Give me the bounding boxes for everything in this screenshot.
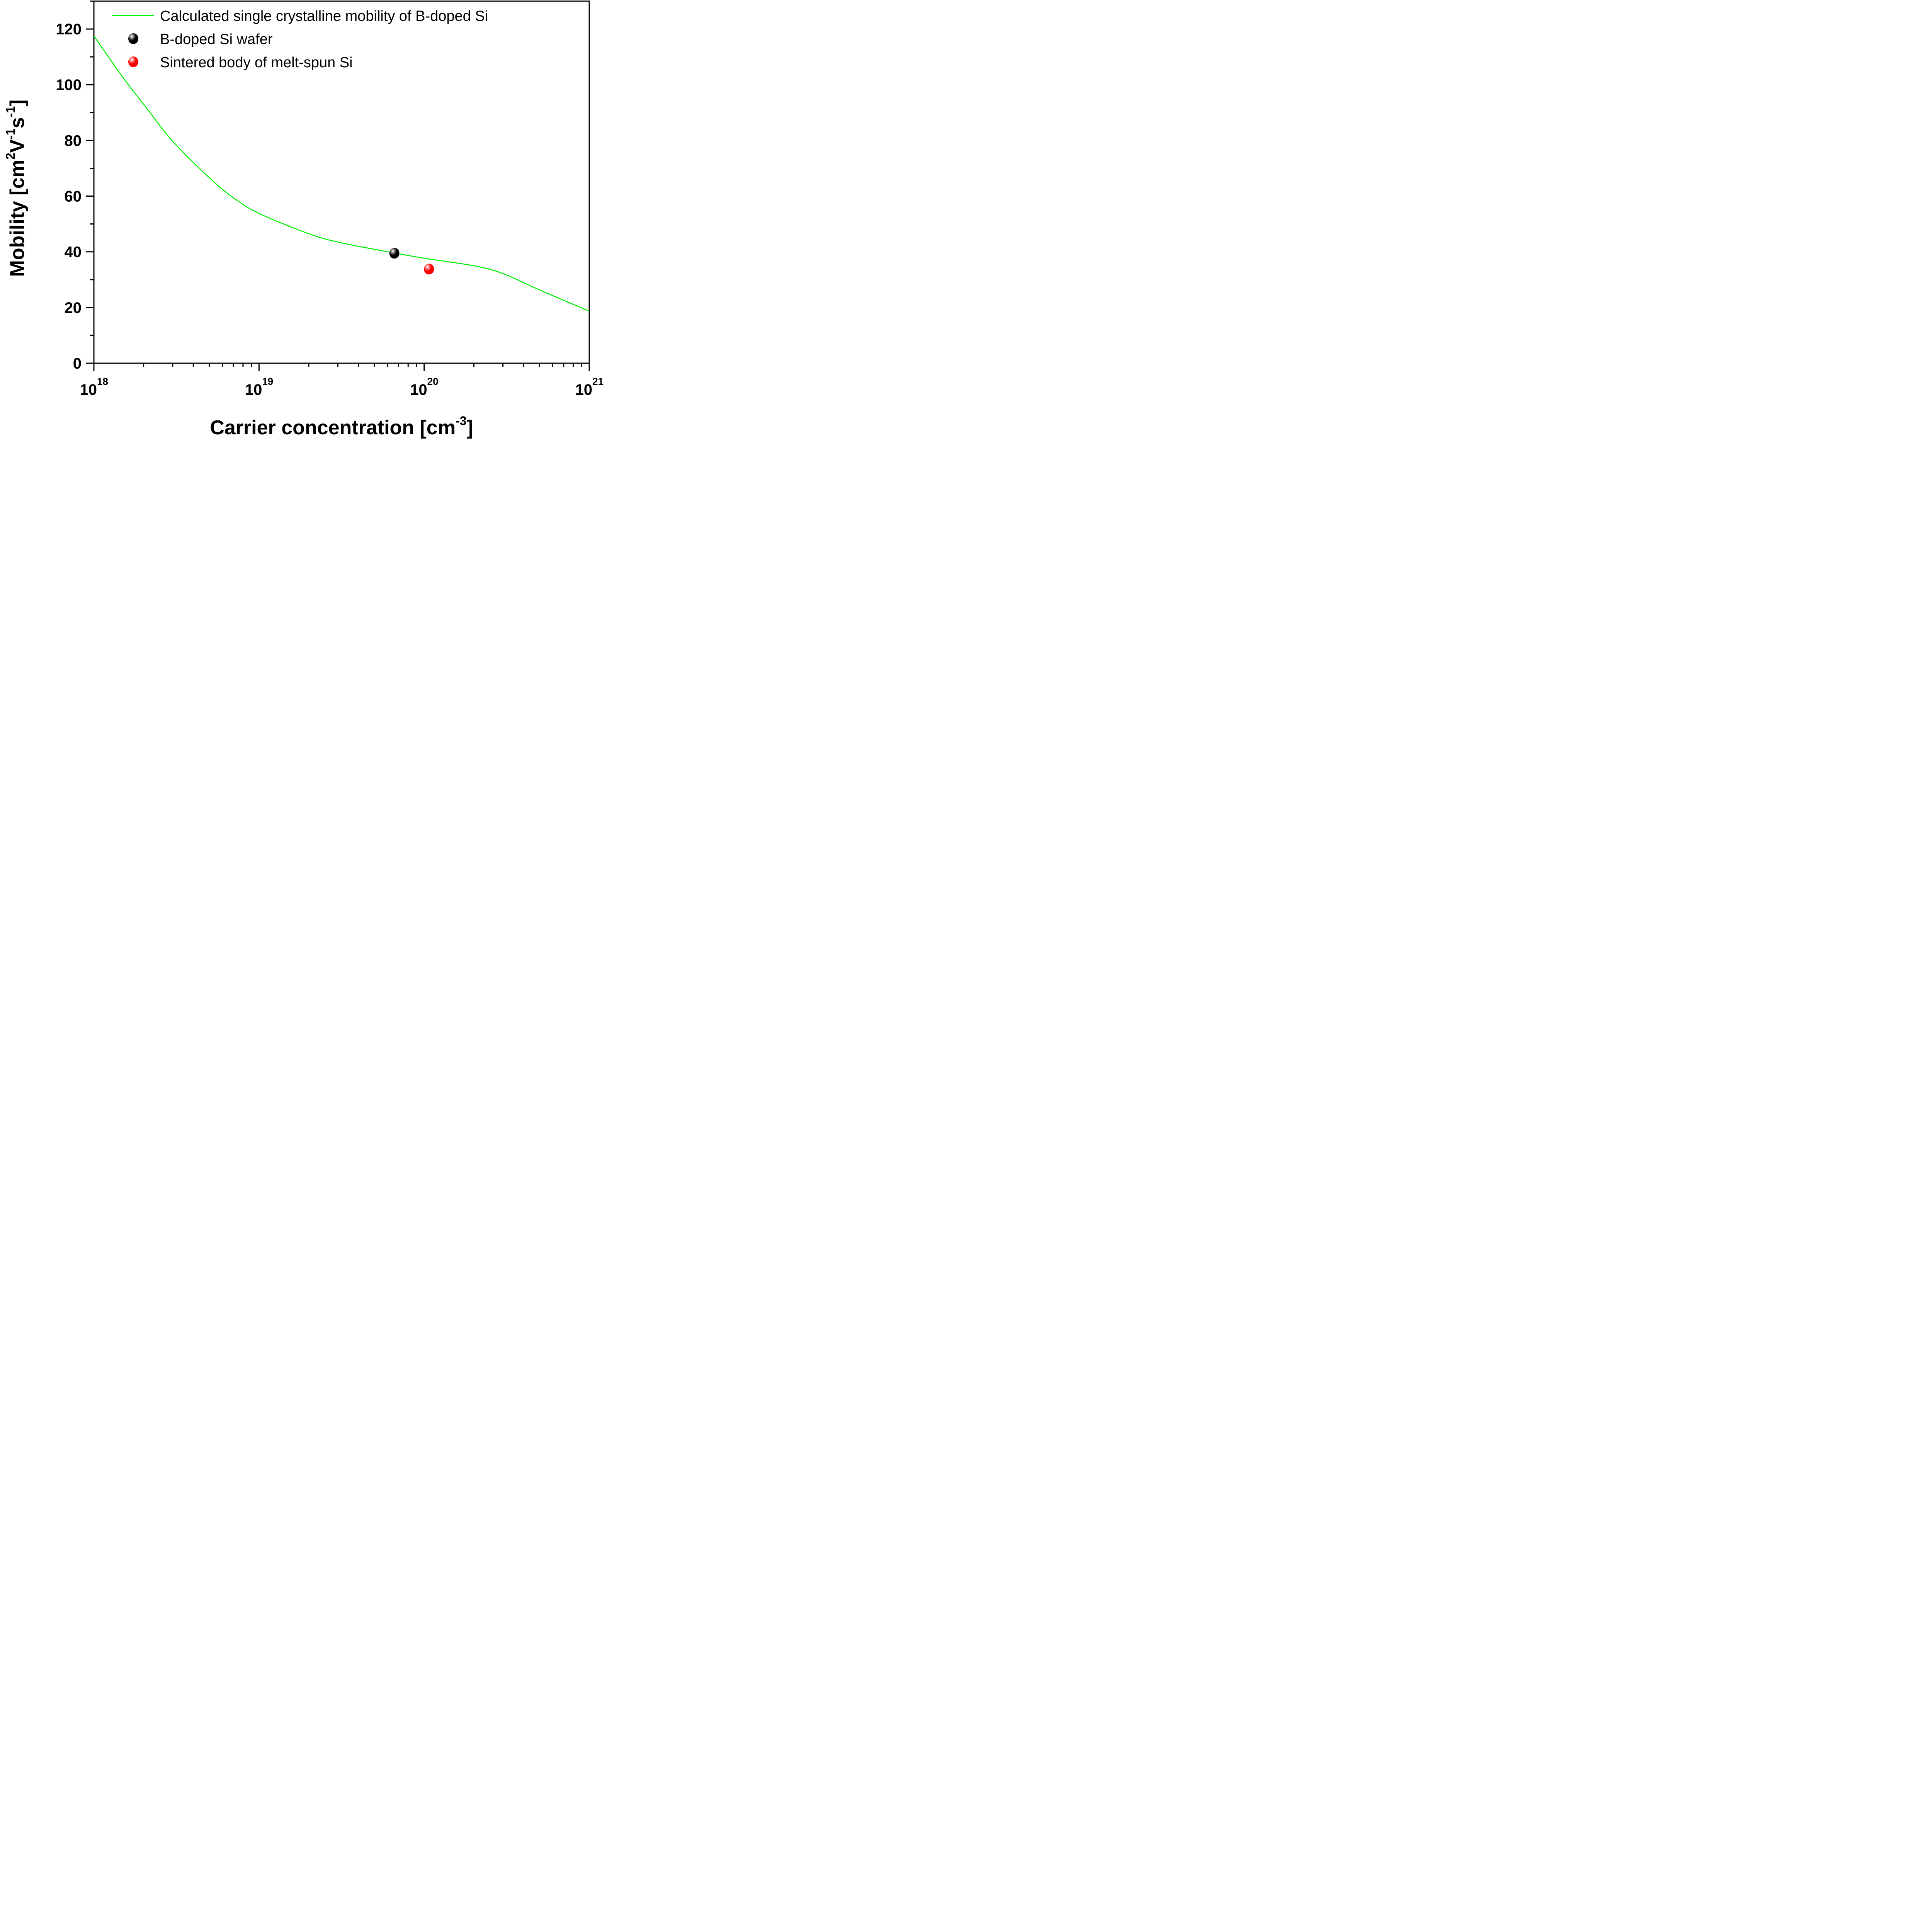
data-point-sintered-body — [424, 264, 434, 275]
legend-label: Calculated single crystalline mobility o… — [160, 8, 488, 24]
axis-titles: Carrier concentration [cm-3] Mobility [cm… — [3, 100, 473, 439]
plot-border — [93, 0, 590, 364]
x-axis-title: Carrier concentration [cm-3] — [210, 414, 473, 439]
x-tick-exponent: 19 — [262, 376, 273, 387]
legend-marker-swatch — [128, 56, 138, 67]
plot-frame — [93, 0, 590, 364]
legend: Calculated single crystalline mobility o… — [112, 8, 488, 71]
y-tick-label: 40 — [65, 244, 82, 261]
x-tick-exponent: 21 — [592, 376, 604, 387]
series-layer — [93, 36, 590, 312]
y-axis-title: Mobility [cm2V-1s-1] — [3, 100, 29, 277]
y-tick-label: 100 — [56, 77, 82, 94]
x-tick-exponent: 20 — [427, 376, 439, 387]
data-point-si-wafer — [389, 248, 400, 259]
series-line-calculated-mobility — [93, 36, 590, 312]
x-axis: 10 18 10 19 10 20 10 21 — [80, 363, 604, 398]
y-tick-label: 120 — [56, 21, 82, 38]
y-tick-label: 0 — [73, 355, 82, 372]
y-tick-label: 80 — [65, 132, 82, 149]
x-tick-label: 10 — [245, 381, 262, 398]
x-tick-label: 10 — [80, 381, 97, 398]
legend-label: Sintered body of melt-spun Si — [160, 54, 353, 71]
y-axis: 0 20 40 60 80 100 120 — [56, 0, 94, 372]
y-tick-label: 20 — [65, 299, 82, 316]
x-tick-exponent: 18 — [97, 376, 108, 387]
x-tick-label: 10 — [575, 381, 593, 398]
y-tick-label: 60 — [65, 188, 82, 205]
x-tick-label: 10 — [410, 381, 427, 398]
legend-label: B-doped Si wafer — [160, 31, 273, 48]
legend-marker-swatch — [128, 33, 138, 44]
